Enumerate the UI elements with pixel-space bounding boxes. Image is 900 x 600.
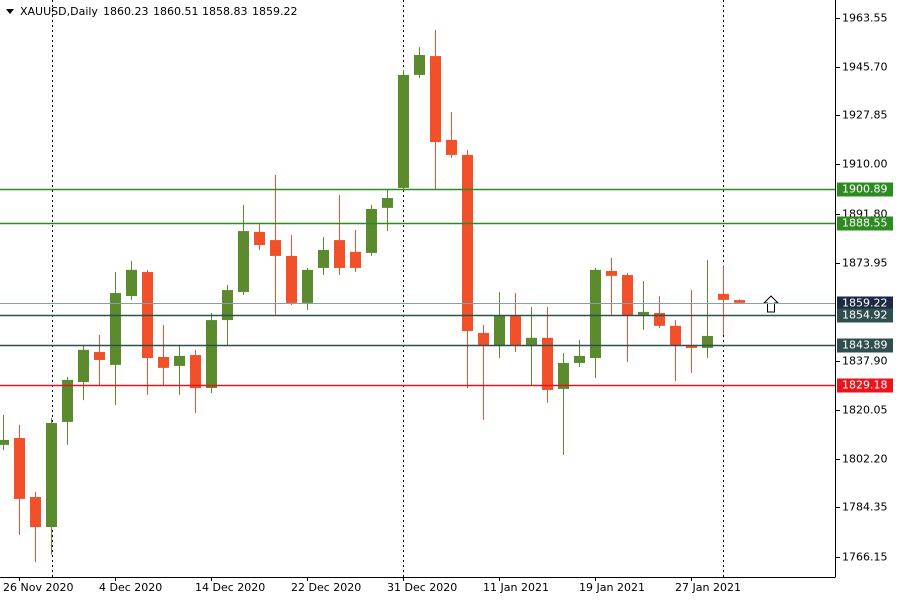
x-tick-label: 31 Dec 2020 (387, 581, 457, 594)
candle-body (638, 311, 649, 315)
candle-body (574, 355, 585, 363)
candle-body (126, 269, 137, 297)
candle-body (622, 275, 633, 316)
candle-body (78, 349, 89, 383)
candle-body (238, 231, 249, 292)
candle-body (94, 352, 105, 360)
candle-body (110, 293, 121, 365)
y-tick-label: 1963.55 (842, 12, 888, 25)
candle-body (254, 231, 265, 246)
candle-body (702, 335, 713, 348)
y-tick-label: 1784.35 (842, 501, 888, 514)
level-label-box (837, 216, 893, 231)
candle-body (462, 154, 473, 332)
y-tick-label: 1927.85 (842, 109, 888, 122)
candle-body (222, 290, 233, 321)
candle-body (206, 320, 217, 389)
header-low: 1858.83 (202, 5, 248, 18)
candle-body (542, 337, 553, 390)
symbol-title: XAUUSD,Daily (20, 5, 98, 18)
level-label: 1859.22 (842, 297, 888, 310)
candle-body (606, 270, 617, 276)
y-tick-label: 1766.15 (842, 551, 888, 564)
menu-triangle[interactable] (6, 9, 14, 14)
level-label-box (837, 338, 893, 353)
candle-body (286, 255, 297, 303)
candle-body (350, 251, 361, 268)
y-tick-label: 1820.05 (842, 404, 888, 417)
candle-body (382, 198, 393, 208)
level-label: 1900.89 (842, 183, 888, 196)
candle-body (62, 379, 73, 422)
level-label: 1829.18 (842, 379, 888, 392)
candle-body (686, 344, 697, 348)
x-tick-label: 26 Nov 2020 (3, 581, 73, 594)
candle-body (270, 240, 281, 256)
level-label-box (837, 378, 893, 393)
candle-body (510, 315, 521, 345)
candle-body (0, 439, 9, 445)
level-label-box (837, 296, 893, 311)
candle-body (302, 269, 313, 303)
candle-body (670, 325, 681, 347)
y-tick-label: 1910.00 (842, 158, 888, 171)
header-open: 1860.23 (103, 5, 149, 18)
level-label: 1843.89 (842, 339, 888, 352)
level-label: 1888.55 (842, 217, 888, 230)
y-tick-label: 1873.95 (842, 257, 888, 270)
candle-body (526, 337, 537, 345)
x-tick-label: 27 Jan 2021 (675, 581, 741, 594)
candle-body (414, 54, 425, 75)
candle-body (366, 208, 377, 253)
candle-body (398, 74, 409, 188)
x-tick-label: 4 Dec 2020 (99, 581, 162, 594)
x-tick-label: 14 Dec 2020 (195, 581, 265, 594)
candle-body (334, 240, 345, 268)
candle-body (734, 300, 745, 303)
level-label: 1854.92 (842, 309, 888, 322)
candle-body (558, 362, 569, 389)
candle-body (590, 269, 601, 359)
candle-body (654, 312, 665, 326)
y-tick-label: 1945.70 (842, 61, 888, 74)
candle-body (430, 56, 441, 143)
candle-body (318, 249, 329, 268)
candle-body (174, 355, 185, 366)
candle-body (190, 355, 201, 389)
header-close: 1859.22 (252, 5, 298, 18)
y-tick-label: 1837.90 (842, 355, 888, 368)
candle-body (30, 497, 41, 528)
header-high: 1860.51 (153, 5, 199, 18)
candle-body (46, 423, 57, 528)
candle-body (718, 293, 729, 300)
candle-body (14, 438, 25, 499)
candle-body (478, 332, 489, 345)
y-tick-label: 1802.20 (842, 453, 888, 466)
candle-body (446, 139, 457, 155)
level-label-box (837, 182, 893, 197)
candle-body (494, 315, 505, 347)
candle-body (158, 356, 169, 368)
x-tick-label: 11 Jan 2021 (483, 581, 549, 594)
level-label-box (837, 308, 893, 323)
x-tick-label: 22 Dec 2020 (291, 581, 361, 594)
x-tick-label: 19 Jan 2021 (579, 581, 645, 594)
